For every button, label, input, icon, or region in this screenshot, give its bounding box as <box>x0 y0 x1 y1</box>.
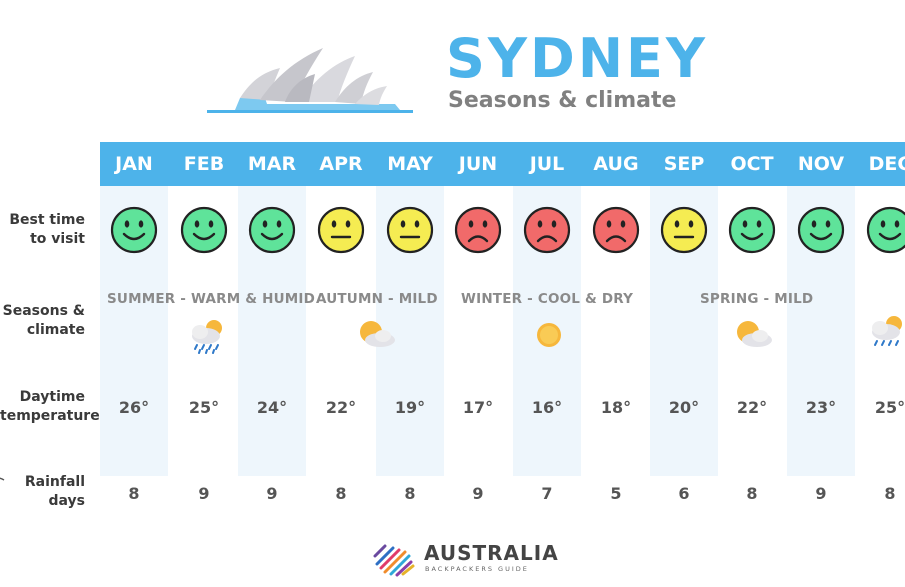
rainfall-value: 9 <box>815 484 827 503</box>
rainfall-value: 9 <box>472 484 484 503</box>
rainfall-value: 8 <box>335 484 347 503</box>
month-label: APR <box>319 153 363 175</box>
row-label-temperature: Daytime temperature <box>0 388 100 426</box>
neutral-face-icon <box>386 206 434 254</box>
month-label: DEC <box>868 153 905 175</box>
month-label: OCT <box>730 153 774 175</box>
row-label-line: Best time <box>9 212 85 228</box>
temperature-value: 23° <box>805 398 837 417</box>
month-label: AUG <box>593 153 639 175</box>
month-label: MAR <box>247 153 297 175</box>
rainfall-value: 8 <box>746 484 758 503</box>
temperature-value: 25° <box>188 398 220 417</box>
brand-name: AUSTRALIA <box>424 541 559 565</box>
happy-face-icon <box>866 206 905 254</box>
sad-face-icon <box>592 206 640 254</box>
umbrella-icon <box>0 477 5 481</box>
rainfall-value: 5 <box>610 484 622 503</box>
rainfall-value: 8 <box>884 484 896 503</box>
temperature-value: 17° <box>462 398 494 417</box>
month-label: JAN <box>115 153 153 175</box>
australia-backpackers-guide-logo <box>373 544 415 577</box>
sun-cloud-icon <box>360 321 395 347</box>
page-subtitle: Seasons & climate <box>448 88 677 113</box>
row-label-line: Seasons & <box>2 303 85 319</box>
row-label-rainfall: Rainfall days <box>0 473 85 511</box>
month-label: NOV <box>797 153 845 175</box>
brand-tagline: BACKPACKERS GUIDE <box>425 565 529 573</box>
row-label-line: days <box>48 493 86 509</box>
season-spring: SPRING - MILD <box>700 291 814 307</box>
happy-face-icon <box>728 206 776 254</box>
temperature-value: 16° <box>531 398 563 417</box>
temperature-value: 20° <box>668 398 700 417</box>
temperature-value: 19° <box>394 398 426 417</box>
rainfall-value: 6 <box>678 484 690 503</box>
sydney-opera-house-icon <box>207 48 413 113</box>
row-label-line: Rainfall <box>24 474 85 490</box>
row-label-line: Daytime <box>19 389 85 405</box>
rainfall-value: 9 <box>266 484 278 503</box>
rainfall-value: 7 <box>541 484 553 503</box>
month-label: JUN <box>458 153 498 175</box>
row-label-line: climate <box>26 322 85 338</box>
month-label: MAY <box>387 153 433 175</box>
month-label: FEB <box>183 153 225 175</box>
cloud-rain-sun-icon <box>872 316 902 346</box>
temperature-value: 25° <box>874 398 905 417</box>
season-autumn: AUTUMN - MILD <box>316 291 438 307</box>
happy-face-icon <box>180 206 228 254</box>
happy-face-icon <box>248 206 296 254</box>
row-label-line: to visit <box>30 231 85 247</box>
month-label: SEP <box>663 153 705 175</box>
temperature-value: 22° <box>325 398 357 417</box>
happy-face-icon <box>110 206 158 254</box>
neutral-face-icon <box>660 206 708 254</box>
sun-cloud-icon <box>737 321 772 347</box>
happy-face-icon <box>797 206 845 254</box>
rainfall-value: 8 <box>128 484 140 503</box>
month-label: JUL <box>529 153 565 175</box>
page-title: SYDNEY <box>446 27 709 90</box>
temperature-value: 22° <box>736 398 768 417</box>
sun-icon <box>537 323 561 347</box>
temperature-value: 26° <box>118 398 150 417</box>
season-summer: SUMMER - WARM & HUMID <box>107 291 316 307</box>
month-header-bar <box>100 142 905 186</box>
sad-face-icon <box>454 206 502 254</box>
temperature-value: 18° <box>600 398 632 417</box>
row-label-line: temperature <box>0 408 100 424</box>
row-label-seasons: Seasons & climate <box>0 302 85 340</box>
neutral-face-icon <box>317 206 365 254</box>
row-label-best-time: Best time to visit <box>0 211 85 249</box>
rainfall-value: 8 <box>404 484 416 503</box>
rainfall-value: 9 <box>198 484 210 503</box>
season-winter: WINTER - COOL & DRY <box>461 291 634 307</box>
sad-face-icon <box>523 206 571 254</box>
cloud-rain-sun-icon <box>192 320 222 354</box>
temperature-value: 24° <box>256 398 288 417</box>
